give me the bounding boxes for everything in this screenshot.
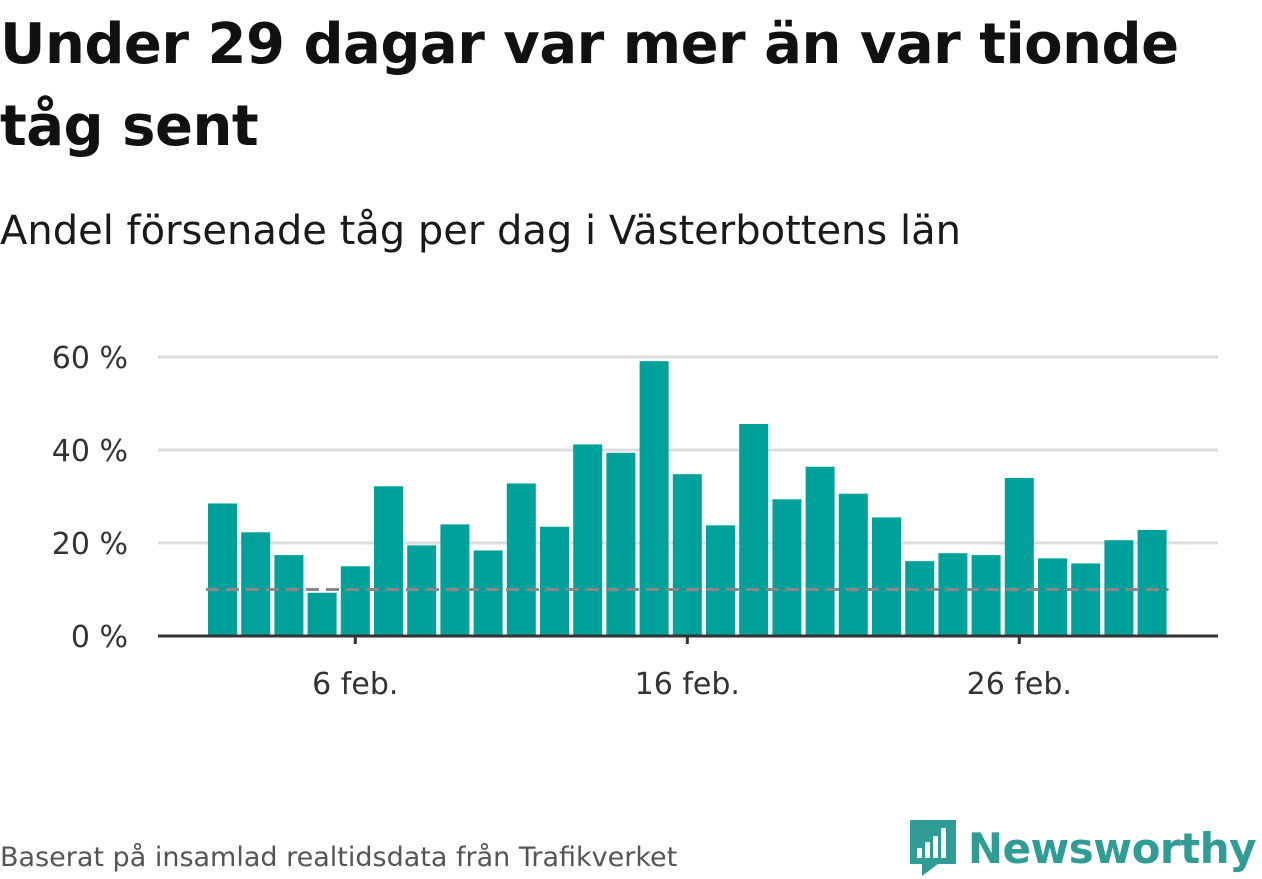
brand-logo: Newsworthy bbox=[908, 818, 1257, 878]
bar bbox=[905, 561, 935, 636]
bar bbox=[1004, 477, 1034, 636]
bar-chart: 0 % 20 % 40 % 60 % 6 feb. 16 feb. 26 feb. bbox=[52, 341, 1218, 702]
bar bbox=[374, 486, 403, 636]
bar bbox=[938, 553, 968, 636]
bar bbox=[506, 483, 536, 636]
y-tick-label: 20 % bbox=[52, 527, 128, 562]
bar bbox=[573, 444, 603, 636]
bar bbox=[1137, 529, 1167, 636]
bar bbox=[672, 474, 702, 636]
bars bbox=[208, 361, 1167, 636]
newsworthy-logo-icon bbox=[909, 820, 956, 876]
bar bbox=[274, 555, 304, 636]
bar bbox=[473, 550, 503, 636]
bar bbox=[241, 532, 271, 636]
x-tick-label: 16 feb. bbox=[635, 667, 740, 702]
bar bbox=[540, 526, 569, 636]
y-tick-label: 0 % bbox=[71, 620, 128, 655]
bar bbox=[606, 452, 636, 636]
bar bbox=[706, 525, 735, 636]
bar bbox=[307, 592, 337, 636]
bar bbox=[971, 555, 1001, 636]
y-tick-label: 60 % bbox=[52, 341, 128, 376]
axes: 0 % 20 % 40 % 60 % 6 feb. 16 feb. 26 feb. bbox=[52, 341, 1218, 702]
bar bbox=[208, 503, 237, 636]
bar bbox=[340, 566, 370, 636]
bar bbox=[1071, 563, 1101, 636]
x-tick-label: 6 feb. bbox=[312, 667, 398, 702]
chart-title: Under 29 dagar var mer än var tionde tåg… bbox=[0, 12, 1179, 159]
bar bbox=[639, 361, 669, 636]
brand-name: Newsworthy bbox=[967, 823, 1257, 873]
bar bbox=[440, 524, 470, 636]
bar bbox=[872, 517, 901, 636]
bar bbox=[1038, 558, 1067, 636]
bar bbox=[772, 499, 802, 636]
source-note: Baserat på insamlad realtidsdata från Tr… bbox=[0, 842, 678, 873]
x-tick-label: 26 feb. bbox=[967, 667, 1072, 702]
y-tick-label: 40 % bbox=[52, 434, 128, 469]
bar bbox=[838, 493, 868, 636]
bar bbox=[739, 423, 769, 636]
bar bbox=[805, 466, 835, 636]
chart-subtitle: Andel försenade tåg per dag i Västerbott… bbox=[0, 208, 961, 254]
